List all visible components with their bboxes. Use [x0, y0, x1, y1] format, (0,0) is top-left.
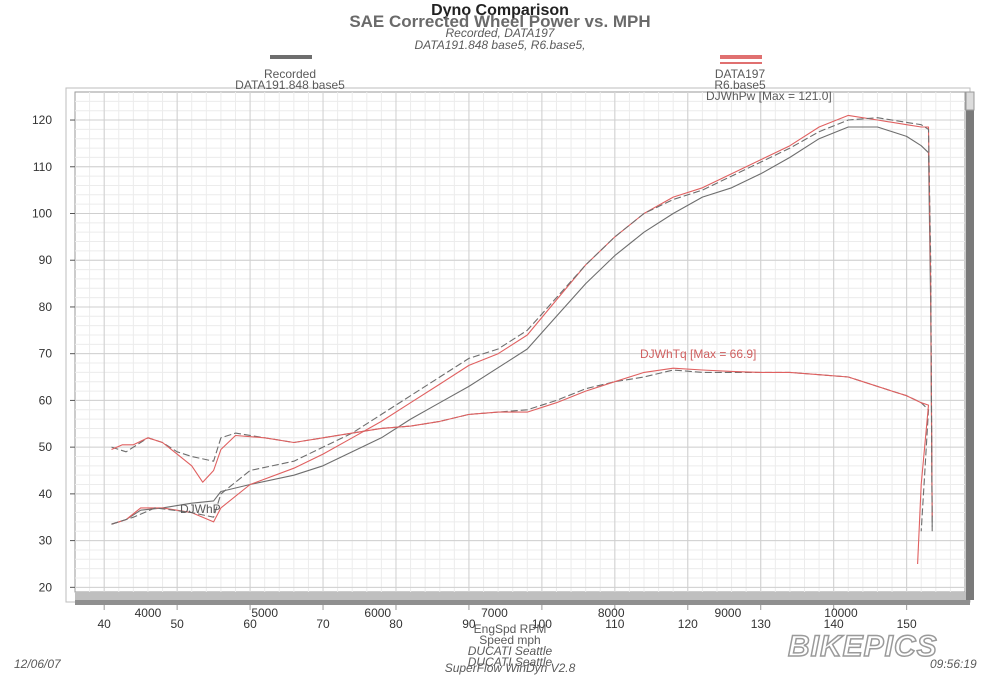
chart-subtitle-line-1: Recorded, DATA197	[445, 26, 555, 40]
x-tick-label-mph: 140	[824, 617, 844, 631]
y-tick-label: 50	[39, 440, 53, 454]
x-tick-label-mph: 70	[316, 617, 330, 631]
series-line-power-2	[111, 117, 933, 532]
partial-series-label: DJWhP	[180, 502, 221, 516]
legend-data197-detail: R6.base5	[714, 78, 766, 92]
y-tick-label: 100	[32, 206, 52, 220]
x-tick-label-rpm: 10000	[824, 606, 858, 620]
x-tick-label-mph: 110	[605, 617, 624, 631]
y-tick-label: 30	[39, 534, 53, 548]
bikepics-watermark: BIKEPICS	[787, 629, 938, 664]
chart-title: Dyno Comparison	[431, 2, 569, 19]
x-tick-label-mph: 80	[389, 617, 403, 631]
power-max-annotation: DJWhPw [Max = 121.0]	[706, 89, 832, 103]
y-tick-label: 120	[32, 113, 52, 127]
x-tick-label-mph: 40	[98, 617, 112, 631]
print-date: 12/06/07	[14, 657, 61, 671]
scroll-right	[966, 92, 974, 600]
series-line-power-1	[111, 114, 933, 525]
legend-recorded-name: Recorded	[263, 67, 317, 81]
x-axis-title-speed: Speed mph	[479, 633, 541, 647]
chart-subtitle: SAE Corrected Wheel Power vs. MPH	[349, 12, 651, 31]
legend-swatch-recorded	[270, 55, 312, 59]
print-time: 09:56:19	[930, 657, 977, 671]
scroll-track	[75, 592, 970, 600]
scroll-right-thumb	[965, 91, 975, 111]
legend-recorded-detail: DATA191.848 base5	[235, 78, 345, 92]
plot-area	[74, 91, 966, 593]
x-tick-label-rpm: 4000	[135, 606, 162, 620]
torque-max-annotation: DJWhTq [Max = 66.9]	[640, 347, 757, 361]
x-tick-label-mph: 100	[532, 617, 552, 631]
y-tick-label: 90	[39, 253, 53, 267]
series-line-torque-4	[111, 367, 930, 565]
y-tick-label: 80	[39, 300, 53, 314]
chart-series	[111, 114, 933, 565]
scroll-edge	[75, 600, 970, 605]
x-axis-title-rpm: EngSpd RPM	[473, 622, 547, 636]
y-tick-label: 110	[33, 160, 52, 174]
series-line-power-0	[111, 126, 933, 527]
shop-name-1: DUCATI Seattle	[467, 644, 553, 658]
y-tick-label: 40	[39, 487, 53, 501]
chart-legend	[270, 55, 762, 64]
software-version: SuperFlow WinDyn V2.8	[444, 661, 576, 675]
y-tick-label: 60	[39, 393, 53, 407]
x-tick-label-mph: 120	[678, 617, 698, 631]
x-tick-label-rpm: 5000	[251, 606, 278, 620]
chart-grid	[75, 92, 965, 592]
x-tick-label-mph: 150	[897, 617, 917, 631]
legend-swatch-data197	[720, 55, 762, 59]
chart-subtitle-line-2: DATA191.848 base5, R6.base5,	[414, 38, 586, 52]
x-tick-label-rpm: 8000	[598, 606, 625, 620]
x-tick-label-rpm: 7000	[481, 606, 508, 620]
x-tick-label-mph: 90	[462, 617, 476, 631]
x-tick-label-mph: 60	[243, 617, 257, 631]
legend-data197-name: DATA197	[714, 67, 766, 81]
chart-axes: 20 30 40 50 60 70 80 90 100 110 120 40 50 60 70 80 90 100…	[32, 113, 917, 631]
y-tick-label: 20	[39, 580, 53, 594]
x-tick-label-mph: 130	[751, 617, 771, 631]
x-tick-label-rpm: 9000	[715, 606, 742, 620]
x-tick-label-rpm: 6000	[364, 606, 391, 620]
shop-name-2: DUCATI Seattle	[467, 655, 553, 669]
legend-swatch-data197-2	[720, 62, 762, 64]
y-tick-label: 70	[39, 347, 53, 361]
x-tick-label-mph: 50	[170, 617, 184, 631]
